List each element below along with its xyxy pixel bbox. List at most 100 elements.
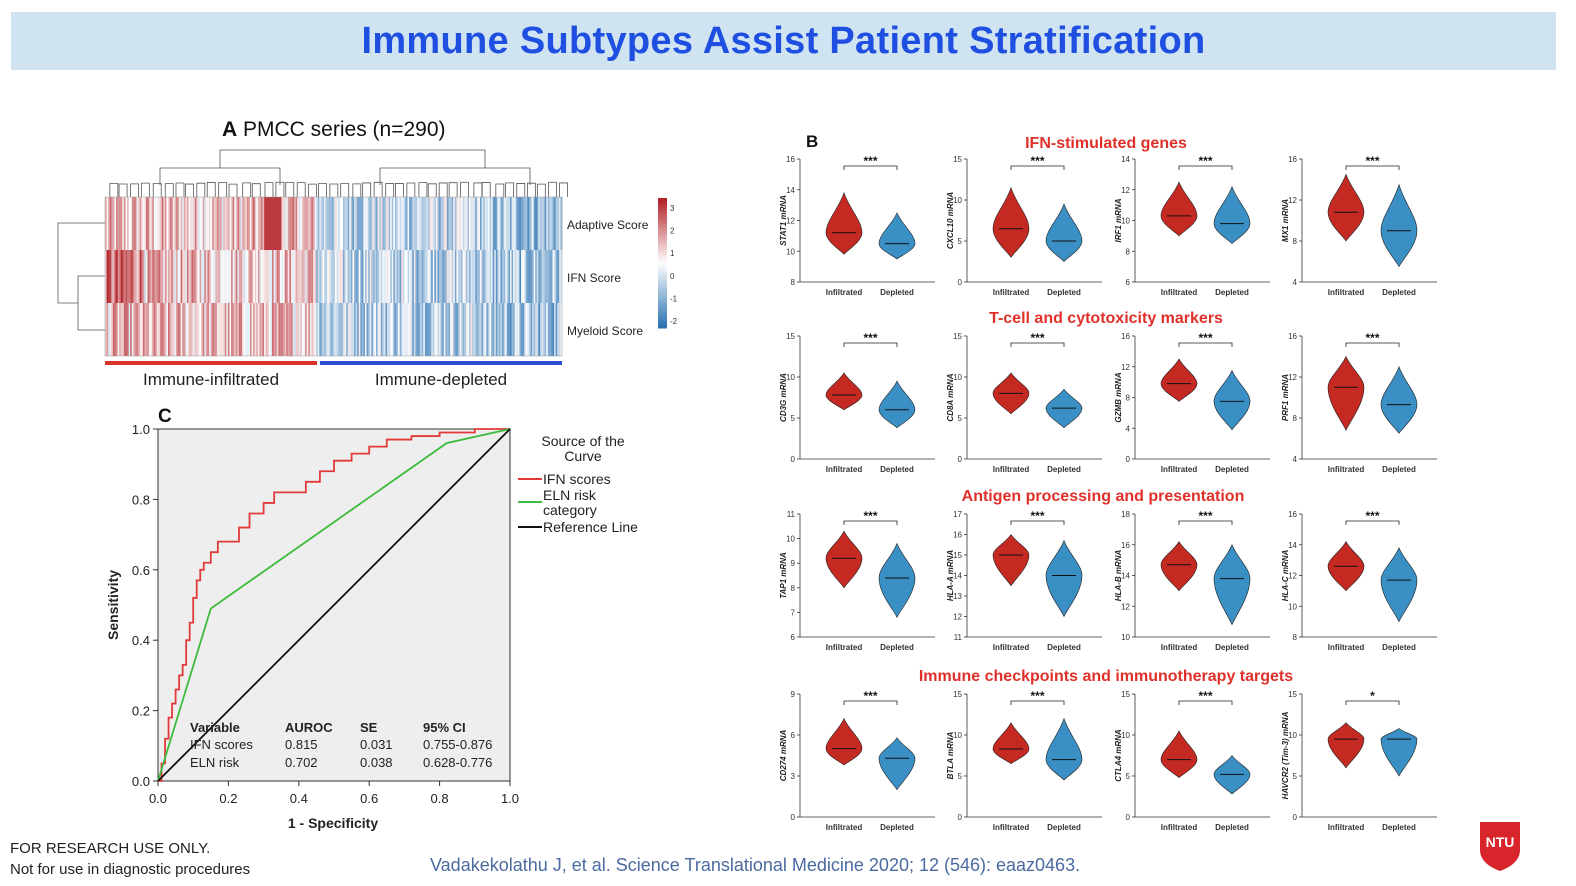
heatmap-cell <box>405 303 408 356</box>
dendrogram-leaf <box>495 183 505 197</box>
heatmap-cell <box>205 303 208 356</box>
x-tick-label: 0.6 <box>360 791 378 806</box>
heatmap-cell <box>147 197 150 250</box>
heatmap-cell <box>453 303 456 356</box>
table-header-auroc: AUROC <box>285 720 333 735</box>
colorbar-step <box>658 259 667 264</box>
heatmap-cell <box>279 303 282 356</box>
violin-infiltrated <box>992 186 1030 258</box>
panel-b-letter: B <box>806 132 818 151</box>
heatmap-cell <box>424 197 427 250</box>
gene-axis-label: CXCL10 mRNA <box>946 192 955 250</box>
heatmap-cell <box>237 303 240 356</box>
heatmap-cell <box>535 250 538 303</box>
heatmap-cell <box>374 197 377 250</box>
heatmap-cell <box>292 303 295 356</box>
heatmap-cell <box>383 303 386 356</box>
heatmap-cell <box>353 197 356 250</box>
heatmap-cell <box>429 197 432 250</box>
colorbar-step <box>658 292 667 296</box>
heatmap-cell <box>134 197 137 250</box>
heatmap-cell <box>517 197 520 250</box>
heatmap-cell <box>204 303 207 356</box>
y-tick-label: 14 <box>1121 572 1130 581</box>
heatmap-cell <box>503 303 506 356</box>
heatmap-cell <box>402 303 405 356</box>
colorbar-step <box>658 250 667 254</box>
citation: Vadakekolathu J, et al. Science Translat… <box>430 855 1081 875</box>
heatmap-cell <box>272 197 275 250</box>
heatmap-cell <box>270 197 273 250</box>
heatmap-cell <box>134 250 137 303</box>
heatmap-cell <box>268 303 271 356</box>
heatmap-cell <box>128 197 131 250</box>
heatmap-cell <box>524 197 527 250</box>
heatmap-cell <box>119 303 122 356</box>
heatmap-cell <box>404 303 407 356</box>
heatmap-cell <box>560 250 563 303</box>
heatmap-cell <box>303 197 306 250</box>
heatmap-cell <box>510 250 512 303</box>
y-tick-label: 16 <box>1288 510 1297 519</box>
heatmap-cell <box>245 250 248 303</box>
heatmap-cell <box>465 197 468 250</box>
heatmap-cell <box>210 303 213 356</box>
heatmap-cell <box>461 250 464 303</box>
heatmap-cell <box>480 250 483 303</box>
heatmap-cell <box>478 250 481 303</box>
heatmap-cell <box>328 303 331 356</box>
heatmap-cell <box>353 303 356 356</box>
heatmap-cell <box>232 197 235 250</box>
heatmap-colorbar: 3 2 1 0 -1 -2 <box>658 198 678 329</box>
x-label-infiltrated: Infiltrated <box>1161 823 1198 832</box>
heatmap-cell <box>440 197 443 250</box>
heatmap-cell <box>339 197 342 250</box>
heatmap-cell <box>235 303 238 356</box>
heatmap-cell <box>209 197 211 250</box>
heatmap-cell <box>179 250 182 303</box>
y-tick-label: 0.0 <box>132 774 150 789</box>
heatmap-cell <box>254 197 257 250</box>
heatmap-cell <box>172 197 175 250</box>
heatmap-cell <box>194 250 197 303</box>
heatmap-cell <box>240 197 243 250</box>
heatmap-cell <box>442 250 445 303</box>
roc-axis-ticks: 0.0 0.2 0.4 0.6 0.8 1.0 0.0 0.2 0.4 0.6 0.8 1.0 <box>132 422 519 806</box>
heatmap-cell <box>164 250 167 303</box>
heatmap-cell <box>177 250 180 303</box>
y-tick-label: 16 <box>786 155 795 164</box>
heatmap-cell <box>503 250 506 303</box>
heatmap-cell <box>358 197 361 250</box>
heatmap-cell <box>120 197 123 250</box>
heatmap-cell <box>528 197 531 250</box>
heatmap-cell <box>191 250 194 303</box>
heatmap-cell <box>306 250 309 303</box>
heatmap-cell <box>158 197 161 250</box>
heatmap-cell <box>483 303 486 356</box>
heatmap-cell <box>287 197 290 250</box>
heatmap-cell <box>142 250 145 303</box>
heatmap-cell <box>516 197 519 250</box>
heatmap-cell <box>313 303 315 356</box>
heatmap-cell <box>401 250 404 303</box>
heatmap-cell <box>160 303 163 356</box>
significance-label: *** <box>1030 331 1044 345</box>
dendrogram-leaf <box>406 182 416 197</box>
heatmap-cell <box>117 250 120 303</box>
dendrogram-leaf <box>448 182 458 197</box>
significance-label: *** <box>1198 509 1212 523</box>
heatmap-cell <box>223 250 226 303</box>
heatmap-cell <box>459 303 462 356</box>
heatmap-cell <box>342 250 345 303</box>
heatmap-cell <box>355 250 358 303</box>
heatmap-cell <box>547 303 550 356</box>
heatmap-cell <box>142 303 145 356</box>
violin-plot-hla-c: 8 10 12 14 16 HLA-C mRNA Infiltrated Depleted **… <box>1281 509 1437 652</box>
heatmap-cell <box>497 250 500 303</box>
heatmap-cell <box>109 250 112 303</box>
colorbar-tick-label: -2 <box>670 317 678 326</box>
significance-label: * <box>1370 689 1375 703</box>
heatmap-cell <box>522 303 525 356</box>
heatmap-cell <box>513 303 516 356</box>
